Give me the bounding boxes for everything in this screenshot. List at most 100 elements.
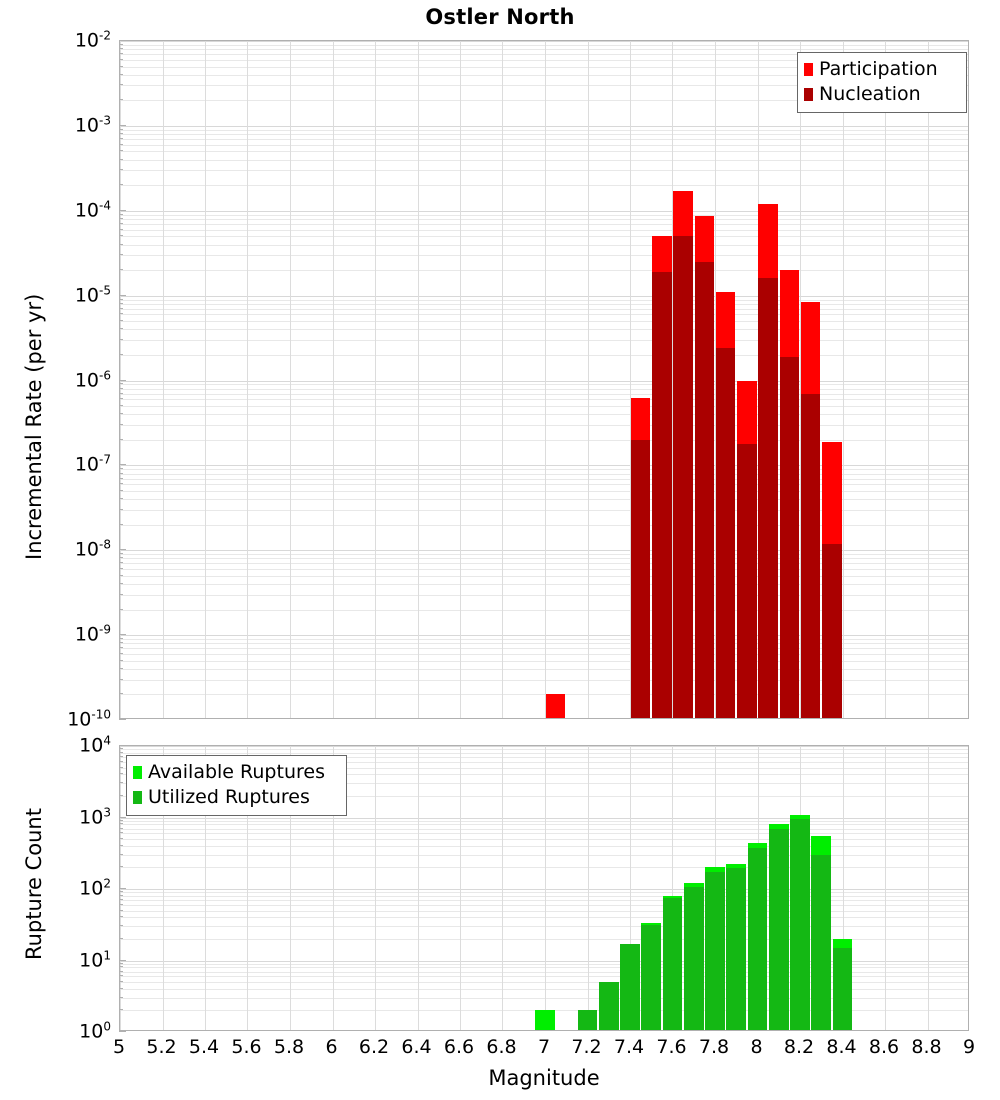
ytick-mark xyxy=(119,73,123,75)
bar-utilized-ruptures xyxy=(832,947,853,1030)
gridline-horizontal xyxy=(120,964,968,965)
gridline-horizontal xyxy=(120,245,968,246)
gridline-horizontal xyxy=(120,648,968,649)
xtick-label: 6.2 xyxy=(358,1036,390,1058)
ytick-mark xyxy=(119,549,126,551)
gridline-vertical xyxy=(545,41,546,718)
gridline-horizontal xyxy=(120,749,968,750)
gridline-horizontal xyxy=(120,796,968,797)
ytick-mark xyxy=(119,353,123,355)
gridline-horizontal xyxy=(120,757,968,758)
ytick-mark xyxy=(119,222,123,224)
gridline-vertical xyxy=(885,746,886,1030)
legend-entry: Participation xyxy=(804,57,959,82)
ytick-mark xyxy=(119,489,123,491)
gridline-vertical xyxy=(375,746,376,1030)
ytick-mark xyxy=(119,313,123,315)
ytick-mark xyxy=(119,508,123,510)
gridline-vertical xyxy=(333,41,334,718)
ytick-mark xyxy=(119,128,123,130)
gridline-horizontal xyxy=(120,762,968,763)
gridline-horizontal xyxy=(120,654,968,655)
gridline-horizontal xyxy=(120,917,968,918)
ytick-mark xyxy=(119,1009,123,1011)
rupture-count-legend: Available Ruptures Utilized Ruptures xyxy=(126,755,347,816)
ytick-mark xyxy=(119,320,123,322)
gridline-horizontal xyxy=(120,855,968,856)
xtick-label: 7.8 xyxy=(698,1036,730,1058)
gridline-horizontal xyxy=(120,394,968,395)
gridline-vertical xyxy=(418,746,419,1030)
bar-nucleation xyxy=(715,348,736,718)
ytick-mark xyxy=(119,888,126,889)
gridline-horizontal xyxy=(120,340,968,341)
ytick-mark xyxy=(119,557,123,559)
ytick-mark xyxy=(119,642,123,644)
ytick-mark xyxy=(119,124,126,126)
ytick-mark xyxy=(119,483,123,485)
gridline-horizontal xyxy=(120,558,968,559)
gridline-horizontal xyxy=(120,170,968,171)
ytick-mark xyxy=(119,866,123,868)
gridline-horizontal xyxy=(120,753,968,754)
gridline-vertical xyxy=(375,41,376,718)
gridline-horizontal xyxy=(120,67,968,68)
gridline-horizontal xyxy=(120,126,968,127)
bar-nucleation xyxy=(694,261,715,718)
xtick-label: 9 xyxy=(962,1036,976,1058)
ytick-mark xyxy=(119,294,126,296)
ytick-mark xyxy=(119,143,123,145)
ytick-mark xyxy=(119,302,123,304)
gridline-horizontal xyxy=(120,491,968,492)
ytick-mark xyxy=(119,438,123,440)
ytick-label: 104 xyxy=(79,733,111,757)
xtick-label: 6 xyxy=(325,1036,338,1058)
ytick-mark xyxy=(119,773,123,775)
ytick-mark xyxy=(119,99,123,101)
gridline-horizontal xyxy=(120,469,968,470)
ytick-mark xyxy=(119,209,126,211)
incremental-rate-ylabel: Incremental Rate (per yr) xyxy=(22,293,46,560)
ytick-mark xyxy=(119,608,123,610)
ytick-mark xyxy=(119,184,123,186)
gridline-horizontal xyxy=(120,821,968,822)
gridline-horizontal xyxy=(120,139,968,140)
ytick-label: 10-8 xyxy=(74,537,111,561)
ytick-mark xyxy=(119,84,123,86)
gridline-horizontal xyxy=(120,961,968,962)
gridline-horizontal xyxy=(120,982,968,983)
gridline-horizontal xyxy=(120,465,968,466)
gridline-horizontal xyxy=(120,60,968,61)
ytick-mark xyxy=(119,638,123,639)
gridline-horizontal xyxy=(120,680,968,681)
gridline-horizontal xyxy=(120,550,968,551)
gridline-horizontal xyxy=(120,425,968,426)
ytick-mark xyxy=(119,693,123,695)
ytick-mark xyxy=(119,48,123,50)
bar-nucleation xyxy=(630,439,651,718)
legend-swatch-icon xyxy=(804,88,813,101)
bar-utilized-ruptures xyxy=(790,819,810,1030)
gridline-horizontal xyxy=(120,499,968,500)
gridline-horizontal xyxy=(120,967,968,968)
gridline-vertical xyxy=(588,746,589,1030)
ytick-mark xyxy=(119,298,123,300)
ytick-mark xyxy=(119,243,123,245)
ytick-mark xyxy=(119,678,123,680)
gridline-horizontal xyxy=(120,440,968,441)
bar-utilized-ruptures xyxy=(747,847,768,1030)
ytick-mark xyxy=(119,398,123,400)
bar-nucleation xyxy=(822,543,842,718)
ytick-mark xyxy=(119,405,123,407)
xtick-label: 8.2 xyxy=(783,1036,815,1058)
bar-available-ruptures xyxy=(535,1010,555,1030)
gridline-horizontal xyxy=(120,694,968,695)
bar-nucleation xyxy=(800,393,821,718)
gridline-vertical xyxy=(163,41,164,718)
gridline-horizontal xyxy=(120,230,968,231)
gridline-vertical xyxy=(843,746,844,1030)
ytick-mark xyxy=(119,235,123,237)
ytick-mark xyxy=(119,891,123,893)
gridline-horizontal xyxy=(120,130,968,131)
ytick-mark xyxy=(119,962,123,964)
